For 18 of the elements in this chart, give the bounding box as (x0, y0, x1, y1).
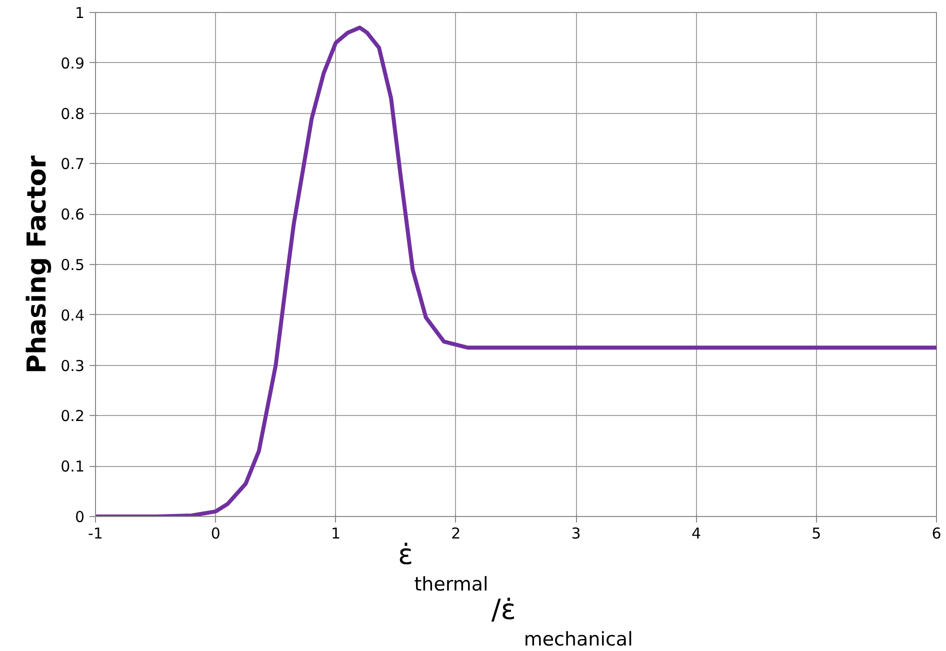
y-tick-label: 0.9 (60, 54, 85, 72)
y-tick-label: 0.7 (60, 155, 85, 174)
y-tick-label: 0.5 (60, 256, 85, 274)
y-tick-label: 0.4 (60, 306, 85, 324)
y-axis-title: Phasing Factor (22, 155, 53, 374)
x-tick-label: 4 (691, 524, 701, 542)
y-tick-label: 0.2 (60, 407, 85, 426)
y-tick-label: 1 (74, 4, 85, 22)
x-tick-label: 1 (331, 524, 341, 542)
x-tick-label: 0 (210, 524, 220, 542)
y-tick-label: 0.8 (60, 104, 85, 123)
x-tick-label: -1 (88, 524, 103, 542)
y-tick-label: 0.1 (60, 458, 85, 476)
y-tick-label: 0 (74, 508, 85, 526)
y-tick-label: 0.3 (60, 356, 85, 375)
y-tick-label: 0.6 (60, 206, 85, 224)
x-tick-label: 6 (932, 524, 942, 542)
x-tick-label: 5 (812, 524, 822, 542)
